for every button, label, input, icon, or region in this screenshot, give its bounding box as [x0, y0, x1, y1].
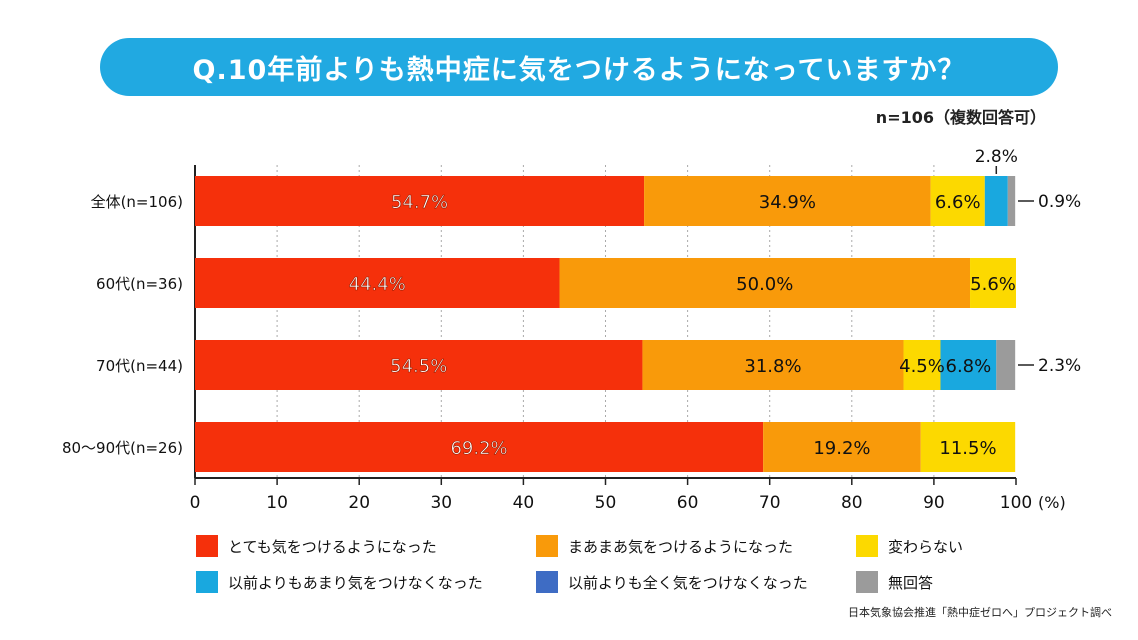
x-tick-label: 80 [841, 493, 863, 513]
data-label-callout: 0.9% [1038, 192, 1081, 212]
legend-item-unchanged: 変わらない [856, 535, 1076, 557]
x-tick-label: 100 [1000, 493, 1032, 513]
bar-segment [930, 176, 985, 226]
data-label: 19.2% [813, 438, 870, 459]
category-label: 60代(n=36) [96, 275, 183, 293]
legend-item-somewhat-careful: まあまあ気をつけるようになった [536, 535, 856, 557]
source-credit: 日本気象協会推進「熱中症ゼロへ」プロジェクト調べ [848, 606, 1112, 619]
data-label: 69.2% [450, 438, 507, 459]
legend-label: まあまあ気をつけるようになった [568, 537, 794, 556]
legend-item-less-careful: 以前よりもあまり気をつけなくなった [196, 571, 536, 593]
legend-label: 以前よりもあまり気をつけなくなった [228, 573, 483, 592]
data-label: 5.6% [970, 274, 1016, 295]
x-tick-label: 50 [595, 493, 617, 513]
x-tick-label: 70 [759, 493, 781, 513]
bar-segment [559, 258, 971, 308]
bar-segment [903, 340, 941, 390]
bar-segment [195, 422, 764, 472]
sample-size-note: n=106（複数回答可） [875, 108, 1046, 127]
bar-segment [1007, 176, 1016, 226]
legend-swatch [536, 535, 558, 557]
bar-segment [644, 176, 931, 226]
legend-swatch [536, 571, 558, 593]
x-tick-label: 20 [348, 493, 370, 513]
bar-segment [970, 258, 1016, 308]
x-tick-label: 0 [190, 493, 201, 513]
x-tick-label: 30 [430, 493, 452, 513]
category-label: 80～90代(n=26) [62, 439, 183, 457]
category-label: 全体(n=106) [91, 193, 183, 211]
legend-label: 以前よりも全く気をつけなくなった [568, 573, 808, 592]
bar-segment [195, 340, 643, 390]
bar-segment [996, 340, 1016, 390]
legend: とても気をつけるようになった まあまあ気をつけるようになった 変わらない 以前よ… [196, 535, 1076, 593]
data-label: 4.5% [899, 356, 945, 377]
data-label-callout: 2.3% [1038, 356, 1081, 376]
bar-segment [984, 176, 1008, 226]
x-tick-label: 90 [923, 493, 945, 513]
bar-segment [195, 258, 560, 308]
legend-swatch [196, 535, 218, 557]
chart-title: Q.10年前よりも熱中症に気をつけるようになっていますか？ [100, 38, 1058, 96]
legend-swatch [856, 571, 878, 593]
data-label: 54.5% [390, 356, 447, 377]
data-label: 11.5% [939, 438, 996, 459]
stacked-bar-chart: 0 10 20 30 40 50 60 70 80 90 100 (%) 全体(n=106) 54.7% 3… [62, 147, 1081, 513]
legend-label: 無回答 [888, 573, 934, 592]
data-label: 6.8% [946, 356, 992, 377]
data-label: 44.4% [349, 274, 406, 295]
legend-item-very-careful: とても気をつけるようになった [196, 535, 536, 557]
bar-segment [940, 340, 997, 390]
legend-label: とても気をつけるようになった [228, 537, 437, 556]
data-label: 54.7% [391, 192, 448, 213]
data-label-callout: 2.8% [975, 147, 1018, 167]
data-label: 31.8% [744, 356, 801, 377]
bar-segment [195, 176, 645, 226]
x-tick-label: 40 [513, 493, 535, 513]
data-label: 6.6% [935, 192, 981, 213]
data-label: 34.9% [759, 192, 816, 213]
legend-item-not-careful: 以前よりも全く気をつけなくなった [536, 571, 856, 593]
bar-segment [920, 422, 1016, 472]
x-tick-label: 10 [266, 493, 288, 513]
legend-swatch [196, 571, 218, 593]
bar-segment [763, 422, 921, 472]
data-label: 50.0% [736, 274, 793, 295]
x-tick-label: 60 [677, 493, 699, 513]
legend-item-no-answer: 無回答 [856, 571, 1076, 593]
x-unit-label: (%) [1038, 493, 1066, 512]
legend-label: 変わらない [888, 537, 964, 556]
bar-segment [642, 340, 904, 390]
legend-swatch [856, 535, 878, 557]
category-label: 70代(n=44) [96, 357, 183, 375]
